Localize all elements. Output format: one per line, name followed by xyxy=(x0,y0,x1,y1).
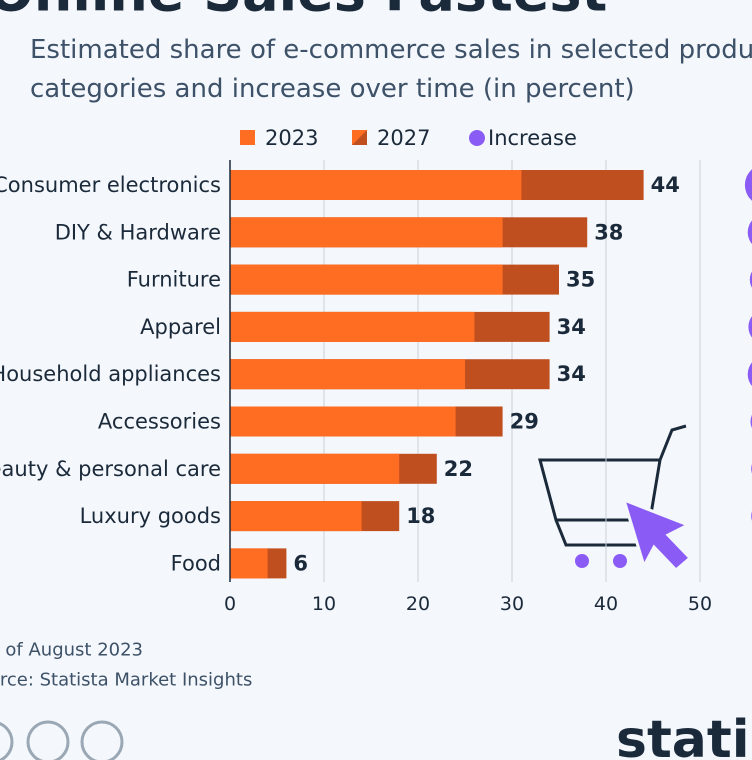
bar xyxy=(230,501,362,532)
value-label: 6 xyxy=(293,551,308,575)
increase-dot xyxy=(748,316,752,338)
license-icons xyxy=(0,720,124,760)
y-tick-label: Food xyxy=(171,551,221,575)
value-label: 34 xyxy=(557,315,586,339)
legend-swatch xyxy=(352,130,367,145)
value-label: 38 xyxy=(594,220,623,244)
subtitle: categories and increase over time (in pe… xyxy=(30,74,635,104)
value-label: 29 xyxy=(510,410,539,434)
x-tick-label: 0 xyxy=(224,593,236,615)
increase-dot xyxy=(747,220,752,245)
legend-swatch xyxy=(240,130,255,145)
y-tick-label: Apparel xyxy=(140,315,221,339)
increase-dot xyxy=(749,271,752,288)
bar xyxy=(230,170,522,200)
source: Source: Statista Market Insights xyxy=(0,670,252,691)
value-label: 35 xyxy=(566,268,595,292)
y-tick-label: Accessories xyxy=(98,410,221,434)
bar xyxy=(230,311,475,342)
bar xyxy=(230,548,268,579)
x-tick-label: 50 xyxy=(688,593,712,615)
chart-title: Online Sales Fastest xyxy=(0,0,607,24)
legend-label: 2027 xyxy=(377,126,430,150)
value-label: 34 xyxy=(557,362,586,386)
bar xyxy=(230,217,503,248)
value-label: 22 xyxy=(444,457,473,481)
bar xyxy=(230,359,465,390)
increase-dot xyxy=(747,362,752,386)
bar xyxy=(230,453,400,484)
y-tick-label: Beauty & personal care xyxy=(0,457,221,481)
legend-swatch xyxy=(469,130,485,146)
x-tick-label: 10 xyxy=(312,593,336,615)
legend-label: Increase xyxy=(488,126,577,150)
x-tick-label: 40 xyxy=(594,593,618,615)
legend-label: 2023 xyxy=(265,126,318,150)
y-tick-label: Luxury goods xyxy=(80,504,221,528)
y-tick-label: DIY & Hardware xyxy=(55,220,221,244)
y-tick-label: Household appliances xyxy=(0,362,221,386)
subtitle: Estimated share of e-commerce sales in s… xyxy=(30,35,752,65)
y-tick-label: Consumer electronics xyxy=(0,173,221,197)
cart-icon xyxy=(538,424,693,573)
bar xyxy=(230,264,503,295)
logo: statista xyxy=(616,710,752,760)
increase-dot xyxy=(744,169,752,201)
x-tick-label: 20 xyxy=(406,593,430,615)
value-label: 44 xyxy=(651,173,680,197)
y-tick-label: Furniture xyxy=(127,268,221,292)
x-tick-label: 30 xyxy=(500,593,524,615)
bar xyxy=(230,406,456,437)
note: As of August 2023 xyxy=(0,640,143,661)
value-label: 18 xyxy=(406,504,435,528)
